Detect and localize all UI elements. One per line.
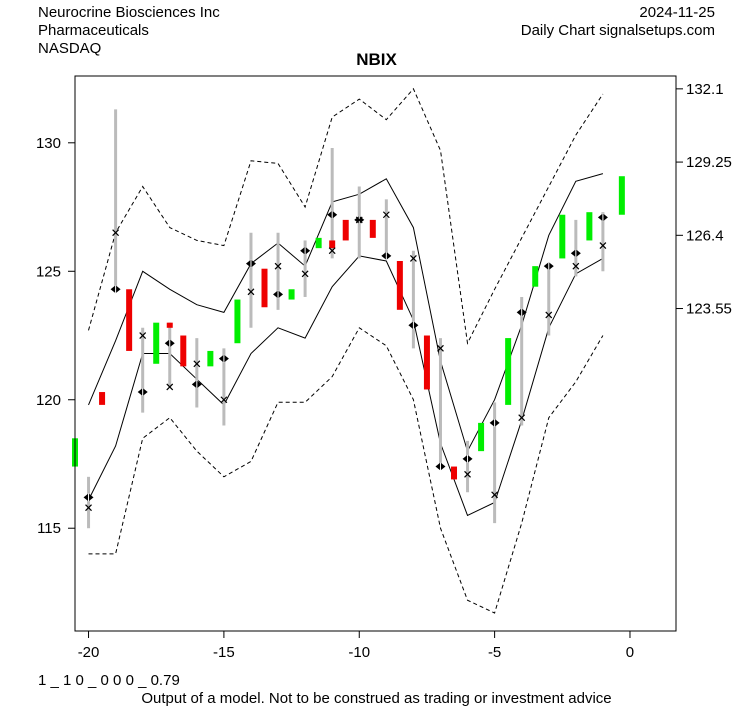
candle-down bbox=[451, 466, 458, 480]
candle-down bbox=[423, 335, 430, 390]
y-tick-label-right: 132.1 bbox=[686, 81, 724, 98]
disclaimer: Output of a model. Not to be construed a… bbox=[141, 690, 612, 707]
x-marker bbox=[437, 344, 444, 352]
x-marker bbox=[518, 414, 526, 422]
plot-frame bbox=[74, 75, 677, 632]
x-marker bbox=[166, 383, 174, 391]
candle-down bbox=[99, 392, 106, 405]
x-tick-label: -15 bbox=[213, 644, 235, 661]
x-marker bbox=[545, 311, 553, 319]
candle-up bbox=[207, 350, 214, 367]
range-markers bbox=[83, 210, 608, 512]
chart-title: NBIX bbox=[356, 50, 397, 69]
candle-up bbox=[559, 214, 566, 259]
candle-down bbox=[369, 219, 376, 238]
x-marker bbox=[193, 360, 201, 368]
x-marker bbox=[139, 332, 147, 339]
model-code: 1 _ 1 0 _ 0 0 0 _ 0.79 bbox=[38, 672, 180, 689]
candle-up bbox=[478, 422, 485, 452]
candle-down bbox=[342, 219, 349, 241]
band-outer-upper bbox=[88, 87, 604, 345]
y-tick-label-right: 123.55 bbox=[686, 301, 732, 318]
candle-up bbox=[234, 299, 241, 344]
x-tick-label: 0 bbox=[626, 644, 634, 661]
x-marker bbox=[220, 396, 228, 404]
x-marker bbox=[274, 262, 282, 270]
candle-up bbox=[618, 176, 625, 215]
candle-down bbox=[396, 261, 403, 310]
x-marker bbox=[409, 255, 417, 262]
y-tick-label-right: 126.4 bbox=[686, 227, 724, 244]
candle-bodies bbox=[72, 176, 625, 480]
x-marker bbox=[464, 470, 471, 478]
candle-down bbox=[180, 335, 187, 367]
band-outer-lower bbox=[88, 327, 604, 614]
candle-up bbox=[153, 322, 160, 364]
candle-up bbox=[315, 237, 322, 249]
candle-up bbox=[586, 212, 593, 241]
band-inner-lower bbox=[88, 255, 604, 517]
y-tick-label-left: 125 bbox=[36, 263, 61, 280]
x-tick-label: -10 bbox=[348, 644, 370, 661]
band-lines bbox=[88, 87, 604, 614]
chart-source: Daily Chart signalsetups.com bbox=[520, 22, 715, 39]
sector-label: Pharmaceuticals bbox=[38, 22, 149, 39]
x-marker bbox=[355, 216, 363, 224]
y-tick-label-left: 115 bbox=[37, 520, 61, 537]
candle-down bbox=[261, 268, 268, 308]
y-tick-label-left: 120 bbox=[36, 392, 61, 409]
range-bars bbox=[87, 109, 605, 529]
x-marker bbox=[112, 229, 120, 237]
x-marker bbox=[599, 242, 607, 250]
axes: -20 -15 -10 -5 0 115 120 125 130 123.55 126.4 129.2… bbox=[36, 81, 732, 661]
x-tick-label: -5 bbox=[488, 644, 501, 661]
company-name: Neurocrine Biosciences Inc bbox=[38, 4, 220, 21]
candle-down bbox=[166, 322, 173, 328]
candle-up bbox=[532, 266, 539, 287]
x-marker bbox=[491, 491, 499, 499]
x-tick-label: -20 bbox=[78, 644, 100, 661]
x-marker bbox=[382, 211, 390, 219]
x-marker bbox=[572, 262, 580, 270]
x-marker bbox=[247, 288, 255, 296]
candle-down bbox=[329, 240, 336, 249]
x-marker bbox=[328, 247, 336, 255]
y-tick-label-right: 129.25 bbox=[686, 154, 732, 171]
x-marker bbox=[85, 504, 92, 512]
x-marker bbox=[301, 270, 309, 278]
candle-up bbox=[505, 338, 512, 405]
exchange-label: NASDAQ bbox=[38, 40, 102, 57]
y-tick-label-left: 130 bbox=[36, 135, 61, 152]
candle-up bbox=[288, 289, 295, 300]
band-inner-upper bbox=[88, 173, 604, 453]
candle-down bbox=[126, 289, 133, 351]
chart-date: 2024-11-25 bbox=[639, 4, 715, 21]
